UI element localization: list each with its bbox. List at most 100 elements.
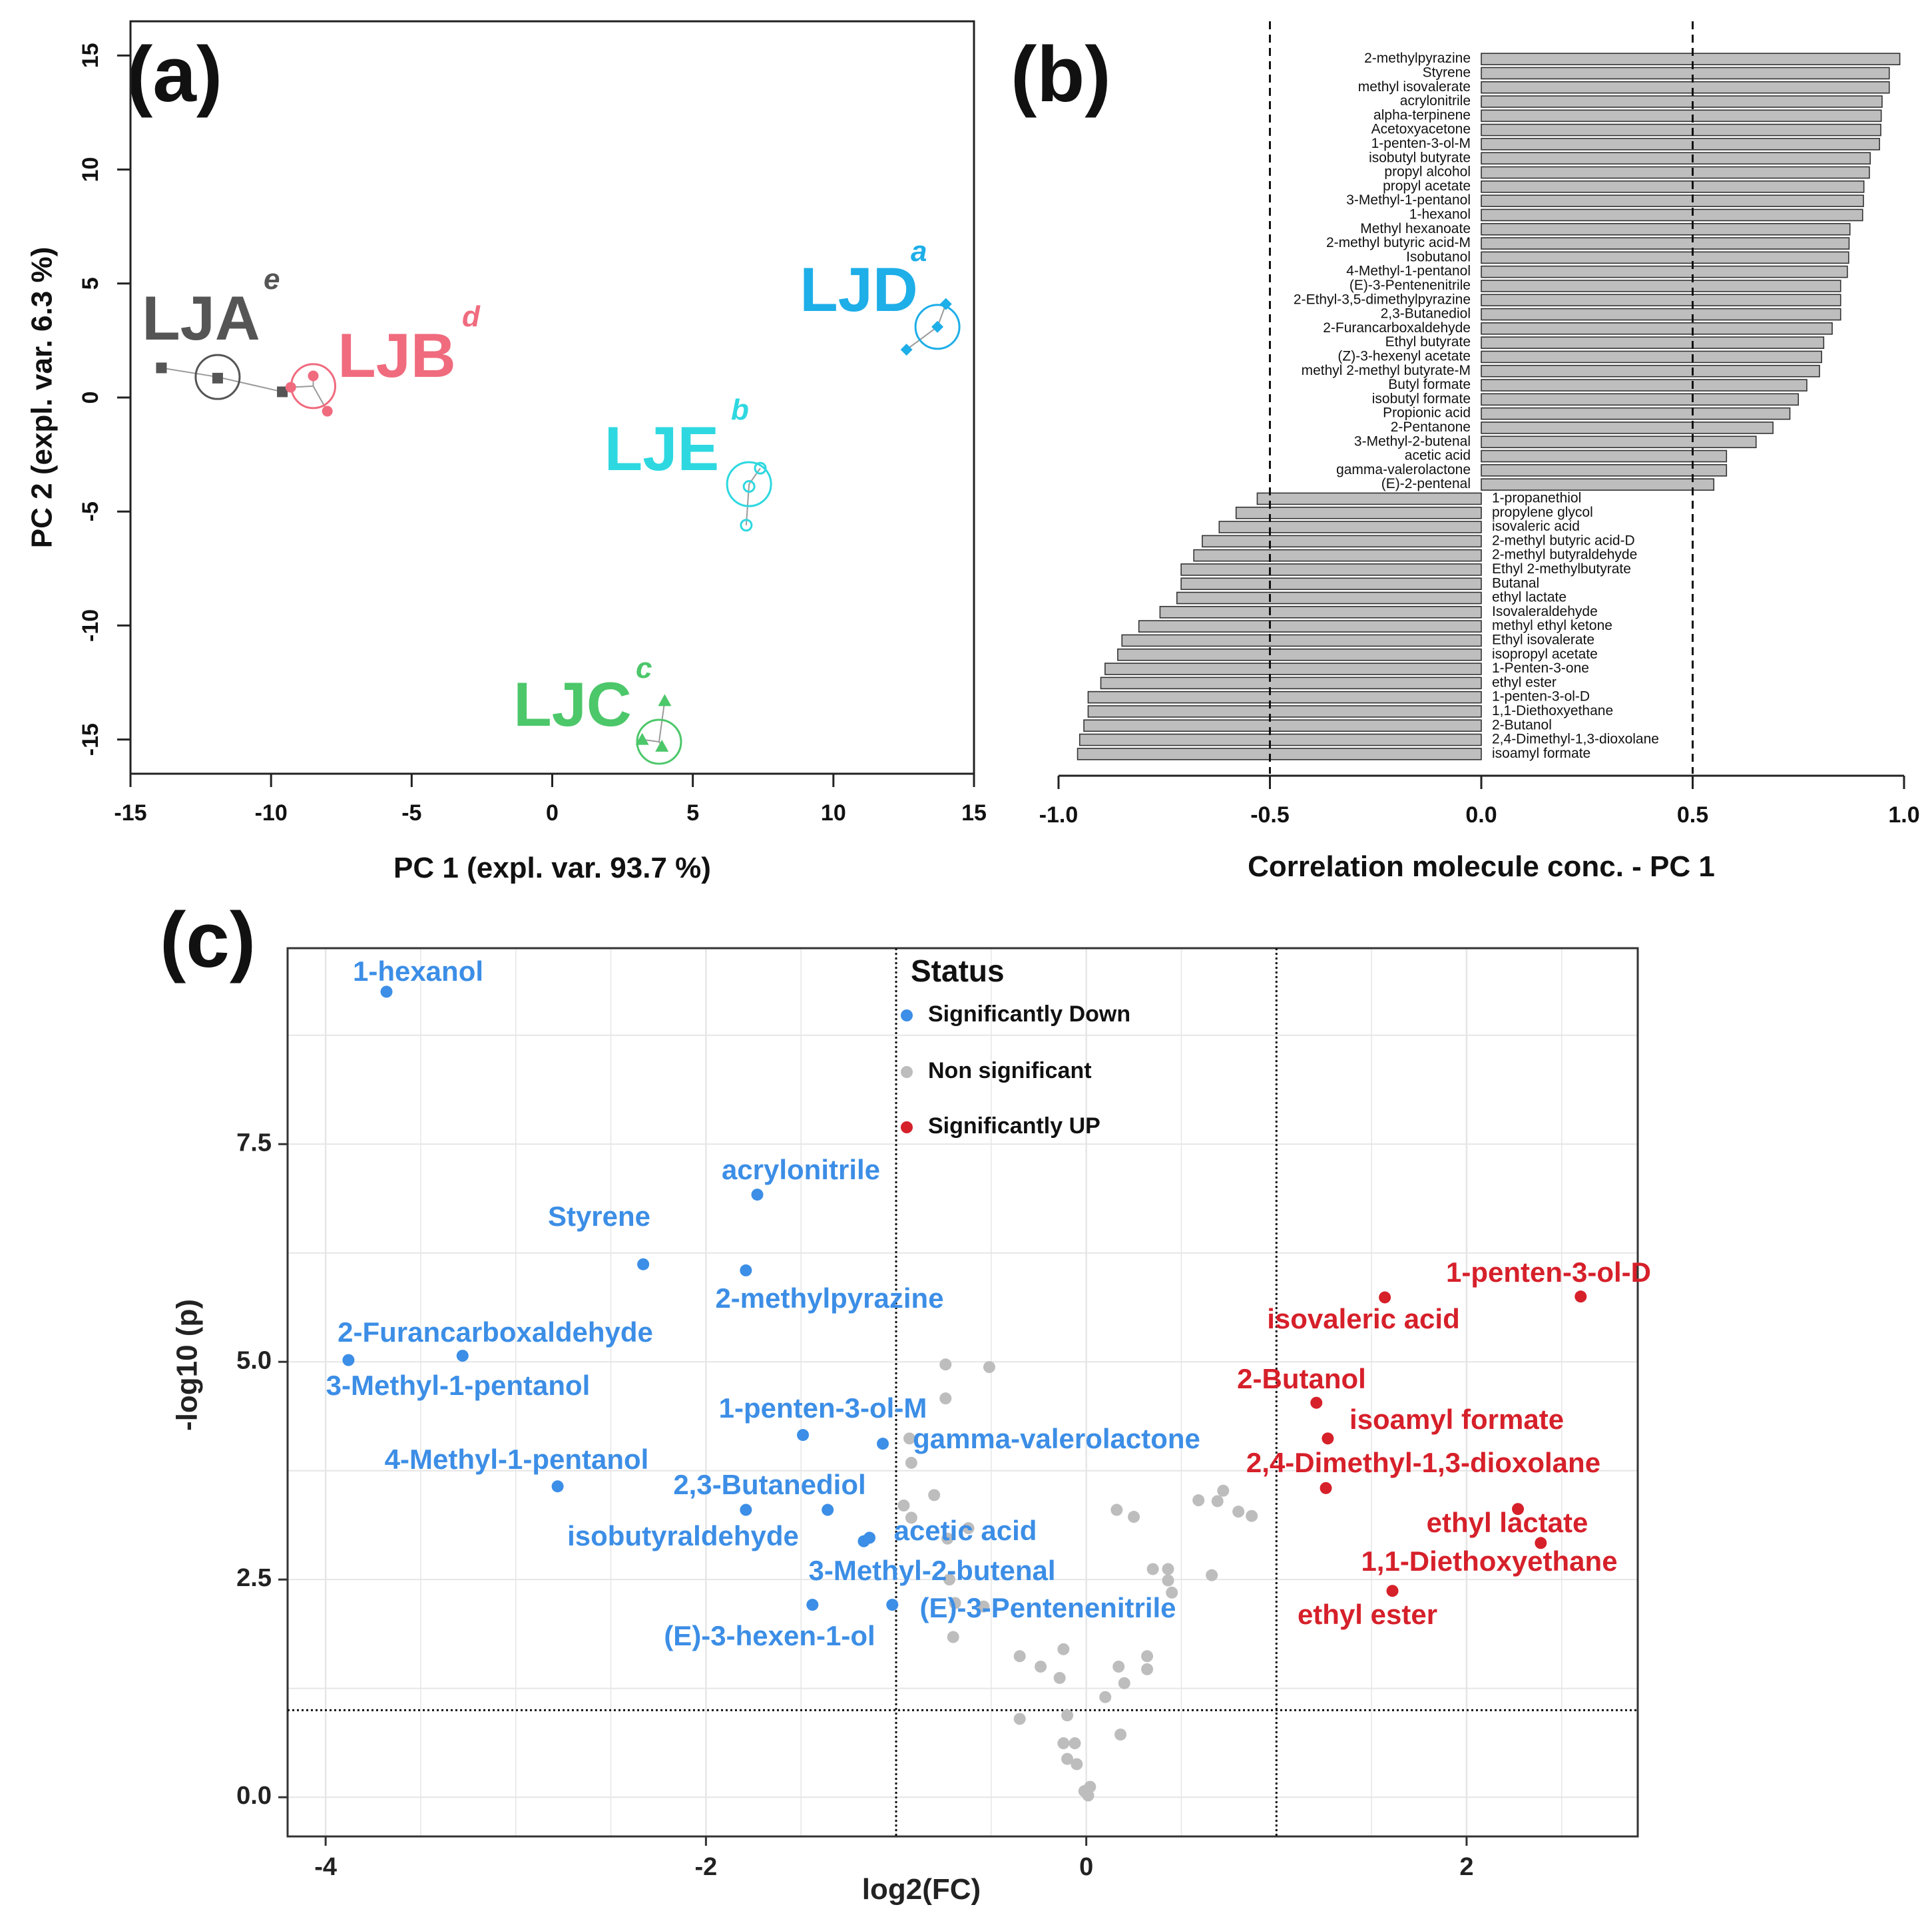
volcano-label-down-acrylonitrile: acrylonitrile: [722, 1154, 880, 1185]
volcano-label-down-2-methylpyrazine: 2-methylpyrazine: [715, 1282, 943, 1314]
volcano-point-non-significant: [939, 1392, 952, 1405]
group-lja-label: LJA: [142, 283, 260, 353]
bar-2-ethyl-3-5-dimethylpyrazine: [1481, 294, 1841, 307]
panel-c-y-tick-label: 5.0: [236, 1346, 272, 1374]
volcano-point-down-styrene: [637, 1258, 650, 1270]
legend-entry-significantly-up: Significantly UP: [928, 1113, 1100, 1139]
panel-a-x-tick-label: -15: [114, 800, 146, 826]
volcano-point-non-significant: [1071, 1758, 1083, 1771]
volcano-label-down-1-penten-3-ol-m: 1-penten-3-ol-M: [719, 1392, 927, 1424]
volcano-point-non-significant: [1166, 1586, 1178, 1599]
volcano-point-non-significant: [903, 1432, 916, 1445]
panel-c-x-axis-label: log2(FC): [862, 1873, 981, 1906]
bar-styrene: [1481, 67, 1890, 80]
bar-label-2-butanol: 2-Butanol: [1492, 717, 1552, 732]
volcano-point-non-significant: [1013, 1650, 1026, 1663]
volcano-point-non-significant: [1141, 1650, 1154, 1663]
volcano-label-down-3-methyl-2-butenal: 3-Methyl-2-butenal: [808, 1555, 1055, 1586]
bar-3-methyl-1-pentanol: [1481, 194, 1864, 207]
bar-label-butyl-formate: Butyl formate: [1388, 377, 1471, 392]
panel-a-pca-scores: (a) -15 -10 -5 0 5 10 15 -15 -10 -5 0 5 10 15 PC 1 (exp…: [26, 20, 987, 884]
volcano-point-up-isovaleric-acid: [1379, 1291, 1391, 1304]
volcano-label-down-acetic-acid: acetic acid: [894, 1515, 1037, 1546]
bar-label-1-propanethiol: 1-propanethiol: [1492, 490, 1581, 505]
bar-2-methyl-butyraldehyde: [1193, 549, 1482, 562]
bar-propyl-acetate: [1481, 180, 1865, 193]
volcano-point-down-2-3-butanediol: [822, 1504, 834, 1516]
legend-marker-significantly-up: [901, 1121, 913, 1133]
panel-a-y-tick-label: -5: [78, 501, 103, 521]
bar-label-2-methyl-butyric-acid-d: 2-methyl butyric acid-D: [1492, 533, 1635, 548]
panel-a-y-tick-label: -15: [78, 723, 103, 756]
volcano-point-down-2-furancarboxaldehyde: [456, 1350, 469, 1362]
legend-marker-significantly-down: [901, 1009, 913, 1021]
group-lja-letter: e: [264, 263, 280, 296]
bar-label-e-2-pentenal: (E)-2-pentenal: [1381, 476, 1471, 491]
bar-2-4-dimethyl-1-3-dioxolane: [1079, 733, 1482, 746]
group-lje-point: [742, 480, 756, 493]
group-ljd-letter: a: [911, 235, 927, 268]
volcano-label-up-2-4-dimethyl-1-3-dioxolane: 2,4-Dimethyl-1,3-dioxolane: [1246, 1447, 1600, 1478]
bar-label-propionic-acid: Propionic acid: [1383, 406, 1471, 421]
group-lje-centroid-ring: [726, 461, 772, 507]
bar-label-2-methylpyrazine: 2-methylpyrazine: [1364, 51, 1471, 66]
bar-label-ethyl-ester: ethyl ester: [1492, 675, 1557, 690]
group-ljc-point: [658, 694, 672, 706]
volcano-point-non-significant: [1246, 1510, 1258, 1522]
bar-2-methyl-butyric-acid-d: [1202, 535, 1482, 548]
volcano-label-down-3-methyl-1-pentanol: 3-Methyl-1-pentanol: [326, 1370, 591, 1401]
volcano-point-non-significant: [1128, 1511, 1140, 1523]
volcano-label-down-2-furancarboxaldehyde: 2-Furancarboxaldehyde: [338, 1316, 653, 1348]
group-ljb-point: [322, 406, 333, 417]
group-lja-point: [156, 362, 167, 374]
panel-a-x-axis-label: PC 1 (expl. var. 93.7 %): [393, 852, 711, 884]
volcano-point-non-significant: [1061, 1709, 1074, 1722]
volcano-label-down-2-3-butanediol: 2,3-Butanediol: [673, 1469, 865, 1500]
volcano-point-non-significant: [905, 1512, 917, 1524]
bar-4-methyl-1-pentanol: [1481, 265, 1848, 278]
bar-label-e-3-pentenenitrile: (E)-3-Pentenenitrile: [1349, 278, 1471, 293]
volcano-point-down-4-methyl-1-pentanol: [551, 1480, 564, 1493]
panel-a-y-axis-label: PC 2 (expl. var. 6.3 %): [26, 247, 59, 548]
bar-label-2-4-dimethyl-1-3-dioxolane: 2,4-Dimethyl-1,3-dioxolane: [1492, 732, 1659, 747]
volcano-point-non-significant: [962, 1522, 975, 1535]
volcano-point-non-significant: [1141, 1663, 1154, 1675]
volcano-point-non-significant: [1162, 1574, 1174, 1587]
volcano-point-non-significant: [939, 1358, 952, 1371]
volcano-point-down-gamma-valerolactone: [877, 1438, 889, 1450]
volcano-label-down-gamma-valerolactone: gamma-valerolactone: [913, 1423, 1200, 1454]
volcano-label-up-ethyl-lactate: ethyl lactate: [1427, 1507, 1588, 1538]
bar-label-1-1-diethoxyethane: 1,1-Diethoxyethane: [1492, 703, 1613, 718]
volcano-point-non-significant: [897, 1500, 910, 1512]
group-ljd-point: [939, 298, 952, 310]
bar-1-penten-3-ol-d: [1087, 690, 1482, 704]
legend-marker-non-significant: [901, 1066, 913, 1078]
bar-z-3-hexenyl-acetate: [1481, 350, 1822, 364]
legend-entry-non-significant: Non significant: [928, 1058, 1092, 1083]
bar-methyl-2-methyl-butyrate-m: [1481, 364, 1820, 378]
volcano-point-non-significant: [1110, 1504, 1123, 1516]
bar-label-2-methyl-butyric-acid-m: 2-methyl butyric acid-M: [1326, 235, 1471, 250]
volcano-label-down-styrene: Styrene: [548, 1201, 650, 1232]
volcano-point-down-3-methyl-1-pentanol: [342, 1354, 355, 1366]
volcano-point-non-significant: [928, 1489, 941, 1502]
panel-a-x-tick-label: 15: [961, 800, 987, 826]
group-ljd-spoke: [906, 326, 938, 350]
bar-1-propanethiol: [1256, 492, 1482, 505]
volcano-point-non-significant: [1061, 1753, 1074, 1765]
panel-c-y-tick-label: 2.5: [236, 1564, 272, 1592]
panel-a-y-tick-label: 15: [78, 43, 103, 68]
panel-b-x-tick-label: -0.5: [1250, 802, 1290, 828]
bar-ethyl-2-methylbutyrate: [1180, 563, 1482, 576]
volcano-point-down-1-penten-3-ol-m: [797, 1429, 810, 1442]
bar-isovaleraldehyde: [1159, 606, 1482, 619]
panel-c-plot-frame: [286, 947, 1639, 1838]
volcano-point-down-3-methyl-2-butenal: [857, 1535, 870, 1547]
bar-label-ethyl-isovalerate: Ethyl isovalerate: [1492, 632, 1594, 647]
volcano-point-non-significant: [1013, 1713, 1026, 1725]
bar-methyl-hexanoate: [1481, 222, 1851, 236]
volcano-label-up-1-1-diethoxyethane: 1,1-Diethoxyethane: [1361, 1545, 1617, 1577]
bar-ethyl-butyrate: [1481, 336, 1825, 349]
volcano-point-non-significant: [947, 1631, 959, 1643]
